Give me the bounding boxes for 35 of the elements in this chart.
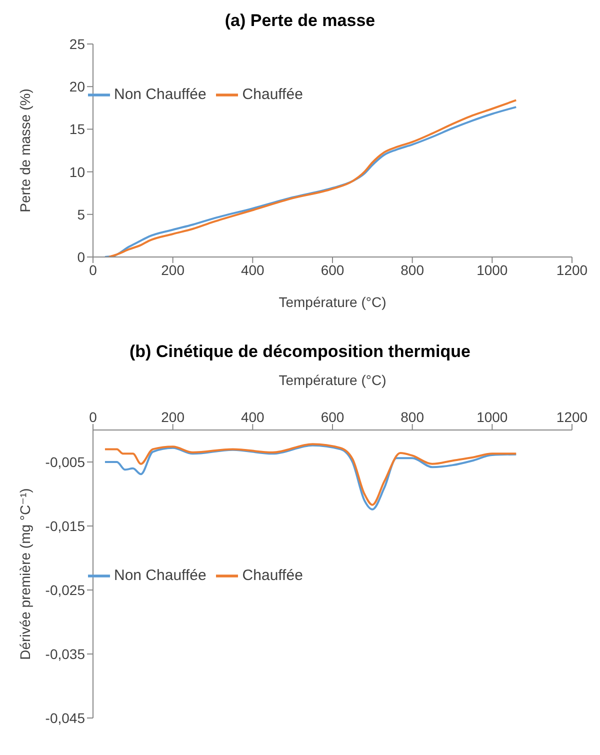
x-tick-label: 0 [89, 262, 98, 278]
y-axis-title: Dérivée première (mg °C⁻¹) [16, 488, 33, 660]
y-axis-title: Perte de masse (%) [16, 88, 33, 212]
x-tick-label: 400 [240, 262, 265, 278]
legend-label: Non Chauffée [114, 86, 206, 104]
y-tick-label: -0,035 [45, 646, 86, 662]
x-tick-label: 200 [161, 262, 185, 278]
x-tick-label: 1000 [476, 409, 508, 425]
chart-title: (b) Cinétique de décomposition thermique [128, 341, 472, 363]
x-tick-label: 1200 [556, 409, 588, 425]
y-tick-label: 20 [69, 78, 86, 95]
y-tick-label: -0,045 [45, 710, 86, 726]
legend-label: Chauffée [242, 86, 303, 104]
y-tick-label: 25 [69, 36, 86, 52]
y-tick-label: -0,005 [45, 454, 86, 470]
x-axis-title: Température (°C) [278, 294, 386, 310]
y-tick-label: 5 [77, 206, 86, 222]
x-axis-title: Température (°C) [278, 372, 386, 388]
chart-title: (a) Perte de masse [224, 10, 376, 32]
y-tick-label: 15 [69, 121, 86, 138]
x-tick-label: 1200 [556, 262, 588, 278]
x-tick-label: 800 [400, 262, 424, 278]
x-tick-label: 600 [320, 409, 344, 425]
x-tick-label: 400 [240, 409, 265, 425]
legend-label: Non Chauffée [114, 567, 206, 584]
x-tick-label: 1000 [476, 262, 508, 278]
legend-label: Chauffée [242, 567, 303, 584]
y-tick-label: -0,025 [45, 582, 86, 598]
x-tick-label: 800 [400, 409, 424, 425]
x-tick-label: 200 [161, 409, 185, 425]
y-tick-label: 10 [69, 164, 86, 180]
y-tick-label: -0,015 [45, 518, 86, 534]
x-tick-label: 0 [89, 409, 98, 425]
y-tick-label: 0 [77, 248, 86, 265]
x-tick-label: 600 [320, 262, 344, 278]
